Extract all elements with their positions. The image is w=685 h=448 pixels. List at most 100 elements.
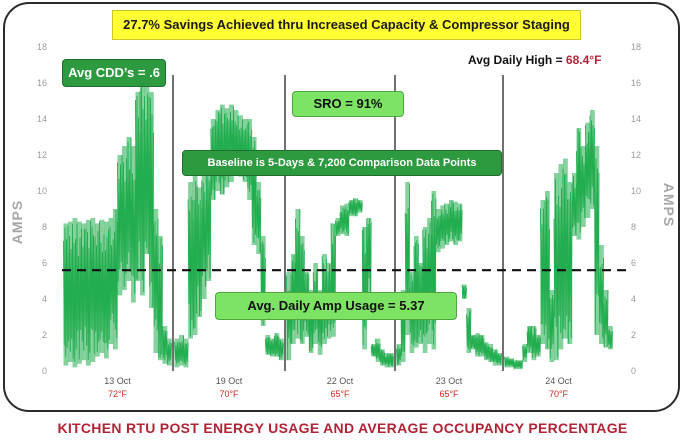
temperature-label: 65°F: [330, 389, 350, 399]
series-trace: [439, 209, 446, 241]
day-label: 22 Oct: [327, 376, 354, 386]
left-tick-label: 8: [42, 222, 47, 232]
series-trace: [496, 353, 502, 365]
series-trace: [352, 198, 359, 217]
day-labels: 13 Oct 72°F 19 Oct 70°F 22 Oct 65°F 23 Oct 65°F…: [104, 376, 572, 399]
series-trace: [562, 173, 568, 330]
series-trace: [540, 208, 546, 336]
series-trace: [178, 335, 185, 363]
series-trace: [85, 228, 91, 361]
series-trace: [76, 223, 82, 360]
series-trace: [255, 189, 262, 253]
left-tick-label: 14: [37, 114, 47, 124]
series-trace: [299, 242, 305, 343]
series-trace: [535, 335, 541, 356]
series-trace: [286, 275, 292, 361]
temperature-label: 65°F: [439, 389, 459, 399]
series-trace: [308, 295, 314, 352]
series-trace: [357, 200, 363, 212]
series-trace: [457, 204, 463, 241]
series-trace: [303, 273, 310, 335]
series-trace: [330, 223, 336, 328]
series-trace: [396, 345, 402, 366]
series-trace: [422, 229, 428, 337]
series-trace: [278, 339, 284, 360]
series-trace: [67, 224, 73, 353]
series-trace: [94, 226, 100, 353]
series-trace: [126, 137, 132, 272]
series-trace: [148, 96, 154, 308]
temperature-label: 70°F: [219, 389, 239, 399]
series-trace: [526, 326, 532, 353]
series-trace: [388, 353, 394, 367]
series-trace: [607, 329, 613, 349]
series-trace: [210, 120, 216, 200]
series-trace: [580, 147, 586, 219]
series-trace: [81, 229, 87, 351]
series-trace: [492, 349, 498, 363]
series-trace: [103, 229, 109, 350]
series-trace: [130, 152, 136, 294]
series-trace: [417, 265, 424, 343]
avg-daily-high: Avg Daily High = 68.4°F: [465, 51, 605, 69]
day-label: 19 Oct: [216, 376, 243, 386]
series-trace: [513, 360, 519, 369]
series-trace: [384, 353, 390, 367]
left-tick-label: 16: [37, 78, 47, 88]
series-trace: [558, 168, 564, 340]
series-trace: [290, 255, 296, 344]
series-trace: [196, 188, 203, 316]
amp-series: [63, 83, 613, 370]
right-tick-label: 6: [631, 258, 636, 268]
temperature-label: 72°F: [108, 389, 128, 399]
series-trace: [522, 344, 528, 361]
left-tick-label: 2: [42, 330, 47, 340]
series-trace: [448, 200, 454, 240]
series-trace: [567, 192, 573, 344]
series-trace: [452, 203, 459, 244]
series-trace: [112, 209, 118, 339]
right-tick-label: 4: [631, 294, 636, 304]
series-trace: [598, 257, 604, 339]
series-trace: [317, 294, 323, 348]
series-trace: [603, 290, 609, 348]
series-trace: [312, 270, 319, 334]
series-trace: [431, 193, 437, 345]
series-trace: [183, 342, 189, 365]
sro-callout: SRO = 91%: [292, 91, 404, 117]
right-tick-label: 8: [631, 222, 636, 232]
series-trace: [549, 294, 555, 359]
series-trace: [264, 337, 271, 355]
series-trace: [487, 347, 494, 362]
series-trace: [246, 121, 253, 193]
series-trace: [153, 218, 159, 330]
day-label: 24 Oct: [545, 376, 572, 386]
left-tick-label: 0: [42, 366, 47, 376]
series-trace: [594, 158, 600, 335]
series-trace: [63, 226, 69, 357]
right-tick-label: 2: [631, 330, 636, 340]
series-trace: [585, 125, 591, 200]
series-trace: [589, 115, 595, 206]
right-tick-label: 18: [631, 42, 641, 52]
series-trace: [544, 196, 550, 349]
series-trace: [326, 264, 332, 337]
right-y-axis: 0 2 4 6 8 10 12 14 16 18: [631, 42, 641, 376]
series-trace: [90, 220, 96, 354]
series-trace: [335, 218, 341, 236]
day-label: 23 Oct: [436, 376, 463, 386]
series-trace: [474, 334, 481, 356]
series-trace: [348, 200, 354, 215]
right-tick-label: 12: [631, 150, 641, 160]
series-trace: [508, 358, 514, 367]
series-trace: [157, 238, 163, 358]
series-trace: [409, 274, 415, 346]
series-trace: [466, 309, 472, 352]
day-separators: [172, 75, 504, 371]
series-trace: [483, 342, 489, 360]
series-trace: [174, 341, 180, 365]
left-axis-title: AMPS: [9, 200, 25, 244]
series-trace: [251, 140, 257, 243]
series-trace: [379, 349, 386, 366]
cdd-callout: Avg CDD’s = .6: [62, 59, 166, 87]
